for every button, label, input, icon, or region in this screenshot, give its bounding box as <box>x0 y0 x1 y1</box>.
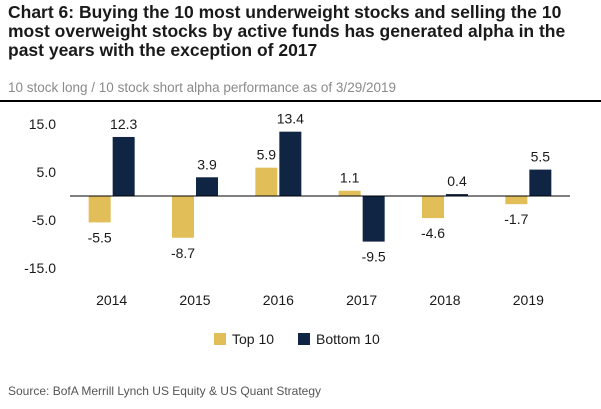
chart-subtitle: 10 stock long / 10 stock short alpha per… <box>8 80 396 95</box>
bar-bottom10-2015 <box>196 177 218 196</box>
data-label: -8.7 <box>171 245 195 261</box>
data-label: -9.5 <box>362 249 386 265</box>
chart-title: Chart 6: Buying the 10 most underweight … <box>8 2 566 60</box>
bar-bottom10-2016 <box>279 131 302 196</box>
data-label: -4.6 <box>421 225 445 241</box>
x-tick-label: 2014 <box>96 292 127 308</box>
data-label: 12.3 <box>110 116 137 132</box>
bar-bottom10-2019 <box>529 169 552 196</box>
title-divider <box>0 100 601 102</box>
data-label: -5.5 <box>88 229 112 245</box>
x-tick-label: 2017 <box>346 292 377 308</box>
bar-top10-2017 <box>338 190 361 196</box>
bar-top10-2018 <box>422 196 444 219</box>
legend-label: Top 10 <box>232 331 274 347</box>
legend-label: Bottom 10 <box>316 331 380 347</box>
data-label: 3.9 <box>197 156 217 172</box>
x-tick-label: 2016 <box>263 292 294 308</box>
x-tick-label: 2015 <box>179 292 210 308</box>
bar-chart: 15.0 5.0 -5.0 -15.0 -5.5 12.3 2014 -8.7 3.9 2015 5… <box>24 111 570 347</box>
bar-bottom10-2018 <box>446 194 468 196</box>
x-tick-label: 2019 <box>513 292 544 308</box>
data-label: 5.5 <box>531 149 551 165</box>
legend-swatch-bottom10 <box>298 333 310 345</box>
source-note: Source: BofA Merrill Lynch US Equity & U… <box>8 384 322 398</box>
data-label: 5.9 <box>257 147 277 163</box>
y-tick-label: -15.0 <box>24 260 56 276</box>
bar-top10-2014 <box>88 196 111 223</box>
legend-swatch-top10 <box>214 333 226 345</box>
y-tick-label: -5.0 <box>32 212 56 228</box>
bar-top10-2019 <box>505 196 528 205</box>
bar-top10-2015 <box>172 196 194 238</box>
y-tick-label: 5.0 <box>37 164 57 180</box>
x-tick-label: 2018 <box>429 292 460 308</box>
bar-bottom10-2014 <box>112 136 135 196</box>
data-label: -1.7 <box>504 211 528 227</box>
data-label: 13.4 <box>277 111 304 127</box>
data-label: 1.1 <box>340 170 360 186</box>
bar-bottom10-2017 <box>362 196 385 242</box>
y-tick-label: 15.0 <box>29 116 56 132</box>
data-label: 0.4 <box>447 173 467 189</box>
bar-top10-2016 <box>255 167 278 196</box>
